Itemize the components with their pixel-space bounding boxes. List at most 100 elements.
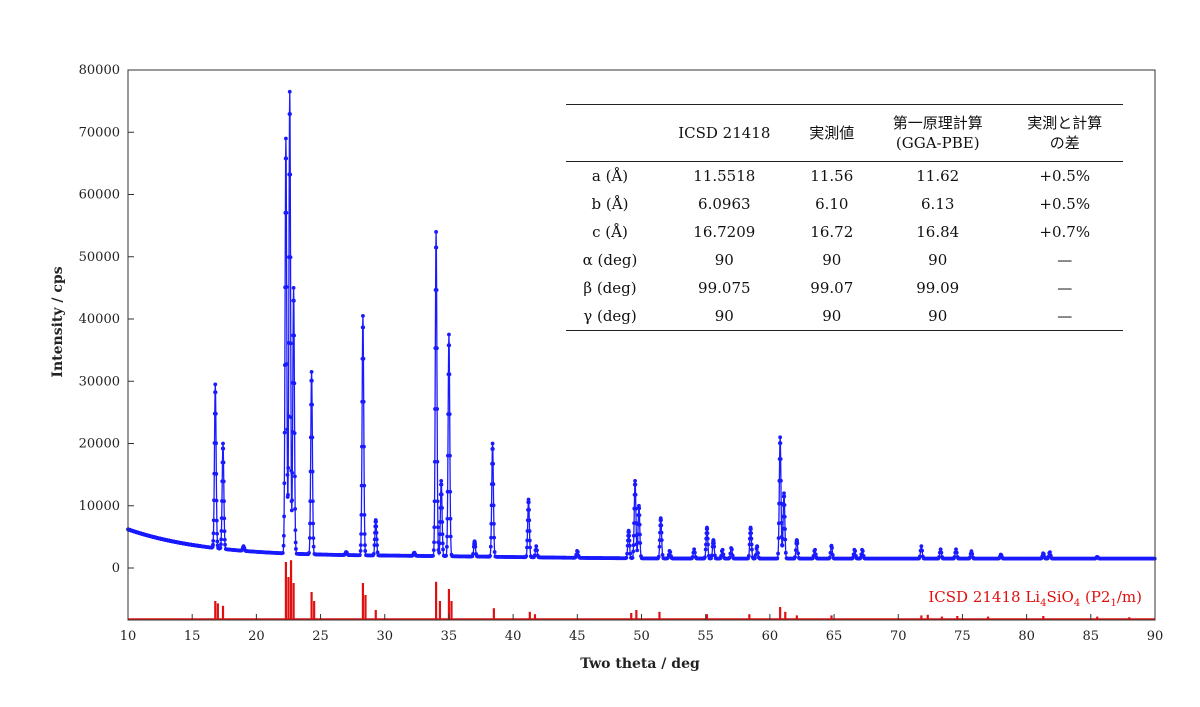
series-point xyxy=(357,553,362,557)
series-point xyxy=(374,519,378,524)
series-point xyxy=(445,516,450,521)
series-point xyxy=(432,499,437,504)
series-point xyxy=(535,548,539,553)
series-point xyxy=(361,313,365,318)
series-point xyxy=(780,543,785,548)
series-point xyxy=(666,555,670,560)
series-point xyxy=(627,538,632,543)
x-tick-label: 15 xyxy=(184,629,201,644)
series-point xyxy=(437,550,442,555)
series-point xyxy=(631,549,636,554)
table-cell: 11.62 xyxy=(916,167,960,185)
ref-label-part: SiO xyxy=(1046,588,1073,606)
series-point xyxy=(439,482,444,487)
series-point xyxy=(954,550,959,555)
series-point xyxy=(748,527,753,531)
series-point xyxy=(290,498,294,503)
series-point xyxy=(954,547,958,552)
series-point xyxy=(637,506,642,511)
table-header-cell: 実測値 xyxy=(794,104,869,162)
series-layer xyxy=(126,89,1157,561)
series-point xyxy=(214,518,219,523)
series-point xyxy=(211,518,216,523)
series-point xyxy=(285,362,289,366)
table-cell: 99.09 xyxy=(916,279,960,297)
x-tick-label: 30 xyxy=(376,629,393,644)
series-point xyxy=(214,441,218,446)
series-point xyxy=(753,556,757,560)
series-point xyxy=(712,544,717,549)
series-point xyxy=(431,553,435,558)
series-point xyxy=(491,461,495,466)
table-header-cell: 実測と計算 の差 xyxy=(1006,104,1123,162)
series-point xyxy=(633,478,637,483)
x-tick-label: 85 xyxy=(1083,629,1100,644)
series-point xyxy=(491,521,496,526)
series-point xyxy=(690,555,695,559)
series-point xyxy=(712,541,716,546)
series-point xyxy=(850,555,855,560)
y-tick-label: 20000 xyxy=(79,437,120,452)
table-cell: — xyxy=(1006,302,1123,331)
series-point xyxy=(222,516,227,521)
row-label: α (deg) xyxy=(582,251,638,269)
series-point xyxy=(534,544,539,549)
series-point xyxy=(447,332,451,337)
series-point xyxy=(214,498,219,503)
series-point xyxy=(952,555,957,559)
series-point xyxy=(219,529,224,533)
series-point xyxy=(491,503,496,508)
x-axis-title: Two theta / deg xyxy=(580,656,700,672)
series-point xyxy=(282,430,287,435)
series-point xyxy=(827,555,832,560)
series-point xyxy=(440,505,444,510)
series-point xyxy=(221,460,226,465)
series-point xyxy=(448,516,453,521)
series-point xyxy=(213,411,218,416)
table-cell: 90 xyxy=(654,302,795,331)
row-label: b (Å) xyxy=(591,195,629,213)
series-point xyxy=(288,255,293,260)
x-tick-label: 90 xyxy=(1147,629,1164,644)
series-point xyxy=(362,512,367,517)
series-point xyxy=(440,541,445,546)
table-header-cell xyxy=(566,104,654,162)
series-point xyxy=(917,554,922,559)
series-point xyxy=(214,472,219,476)
series-point xyxy=(289,415,293,420)
series-point xyxy=(660,552,665,557)
table-cell: 11.5518 xyxy=(693,167,756,185)
series-point xyxy=(307,536,312,540)
series-point xyxy=(213,390,218,395)
series-point xyxy=(489,535,493,540)
series-point xyxy=(448,534,453,539)
series-point xyxy=(361,399,366,404)
series-point xyxy=(289,508,294,513)
x-tick-label: 10 xyxy=(120,629,137,644)
series-point xyxy=(939,550,944,555)
series-point xyxy=(693,550,697,555)
series-point xyxy=(444,544,449,549)
series-point xyxy=(970,551,975,556)
y-tick-label: 80000 xyxy=(79,63,120,78)
series-point xyxy=(374,530,379,535)
x-tick-label: 20 xyxy=(248,629,265,644)
series-point xyxy=(363,549,368,553)
y-tick-label: 40000 xyxy=(79,312,120,327)
series-point xyxy=(633,492,638,497)
series-point xyxy=(720,547,725,552)
series-point xyxy=(853,549,858,553)
series-point xyxy=(294,547,298,551)
series-point xyxy=(1048,550,1052,555)
series-point xyxy=(218,546,223,550)
series-point xyxy=(659,518,663,523)
series-point xyxy=(288,341,293,346)
ref-label-sub: 4 xyxy=(1074,598,1080,609)
series-point xyxy=(293,506,298,511)
series-point xyxy=(778,457,783,461)
series-point xyxy=(222,529,227,534)
table-header-cell: 第一原理計算 (GGA-PBE) xyxy=(868,104,1007,162)
series-point xyxy=(447,412,452,417)
table-cell: — xyxy=(1057,251,1073,269)
